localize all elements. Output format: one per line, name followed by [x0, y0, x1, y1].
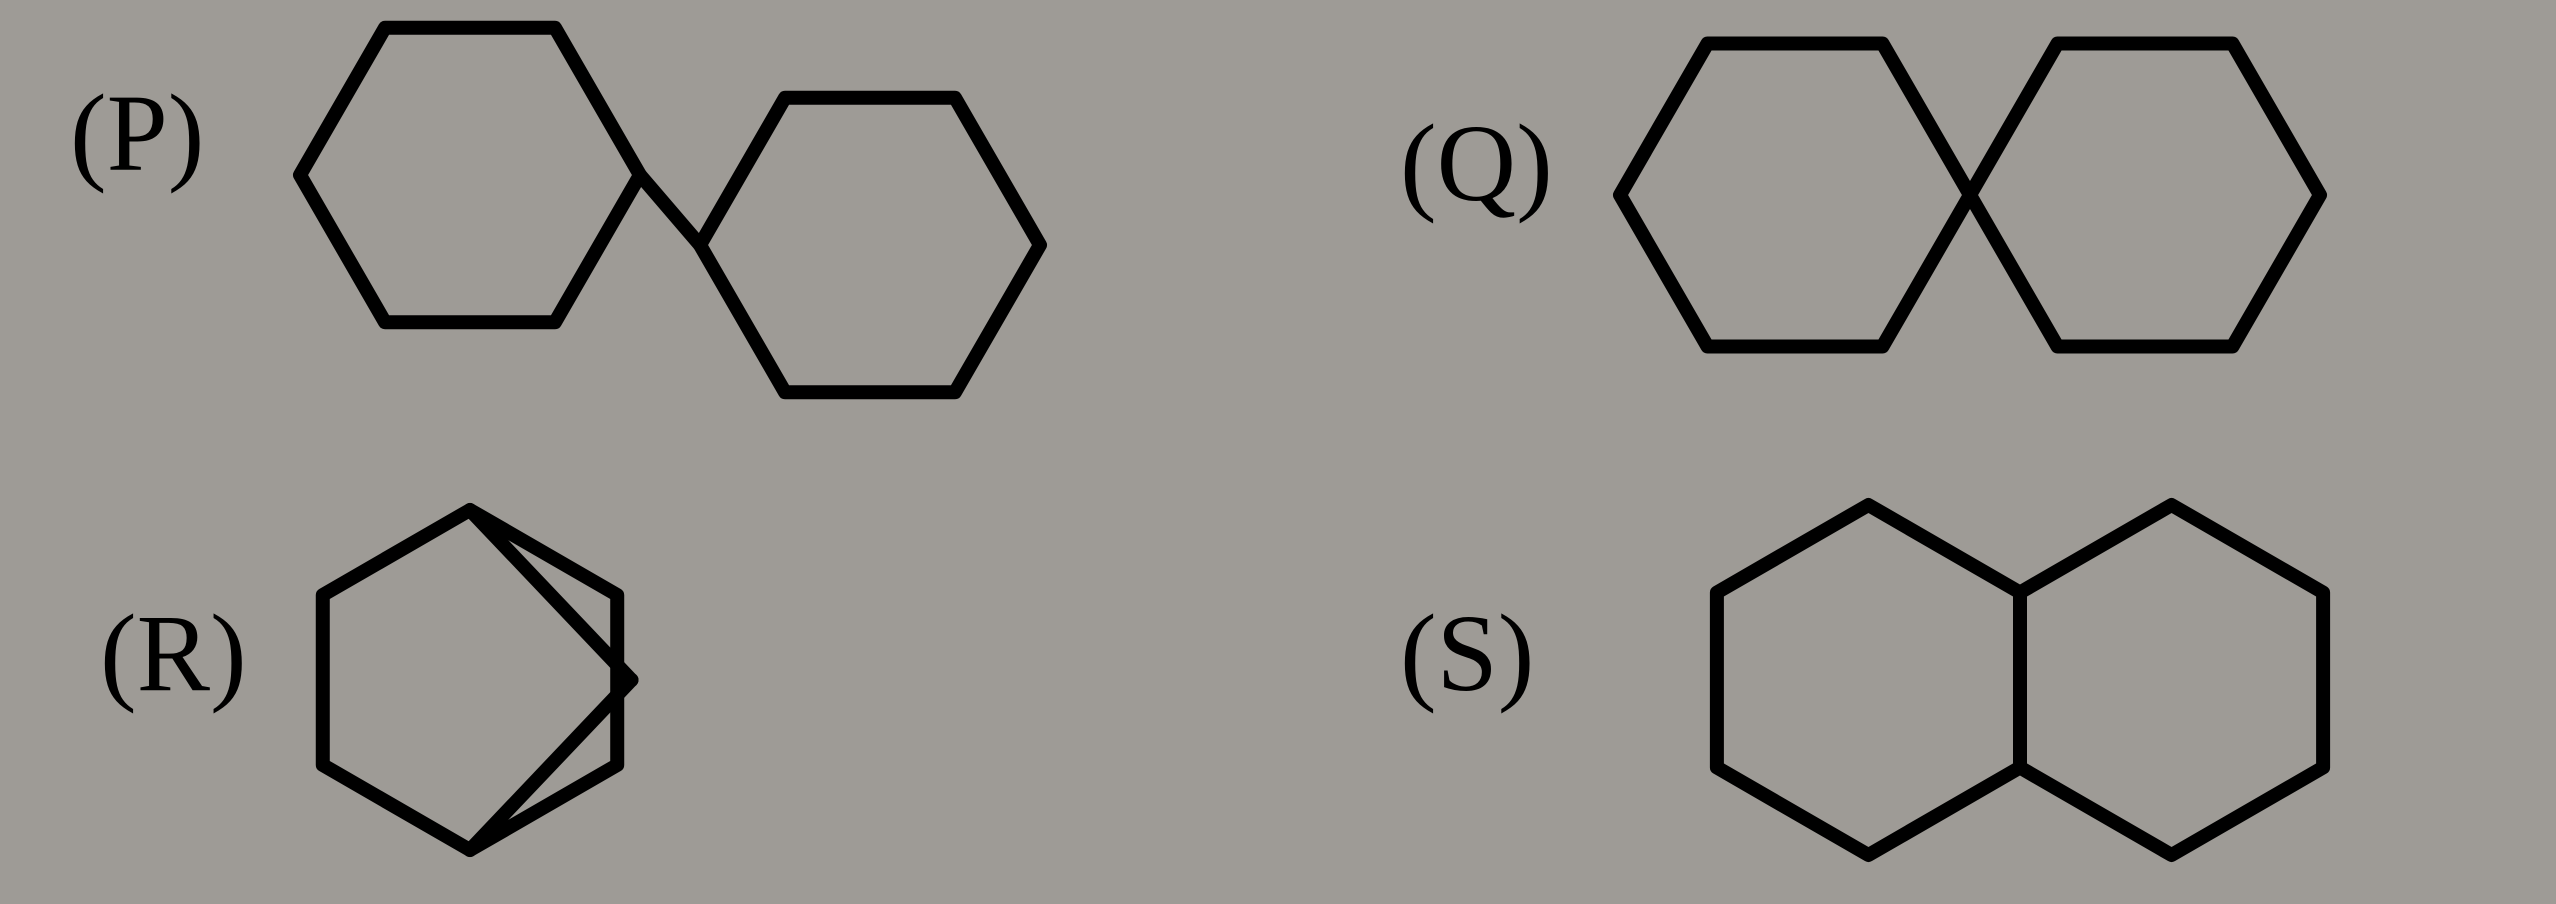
- label-S: (S): [1400, 590, 1534, 717]
- label-Q: (Q): [1400, 100, 1553, 227]
- label-R: (R): [100, 590, 247, 717]
- diagram-canvas: (P) (Q) (R) (S): [0, 0, 2556, 904]
- structures-svg: [0, 0, 2556, 904]
- label-P: (P): [70, 70, 204, 197]
